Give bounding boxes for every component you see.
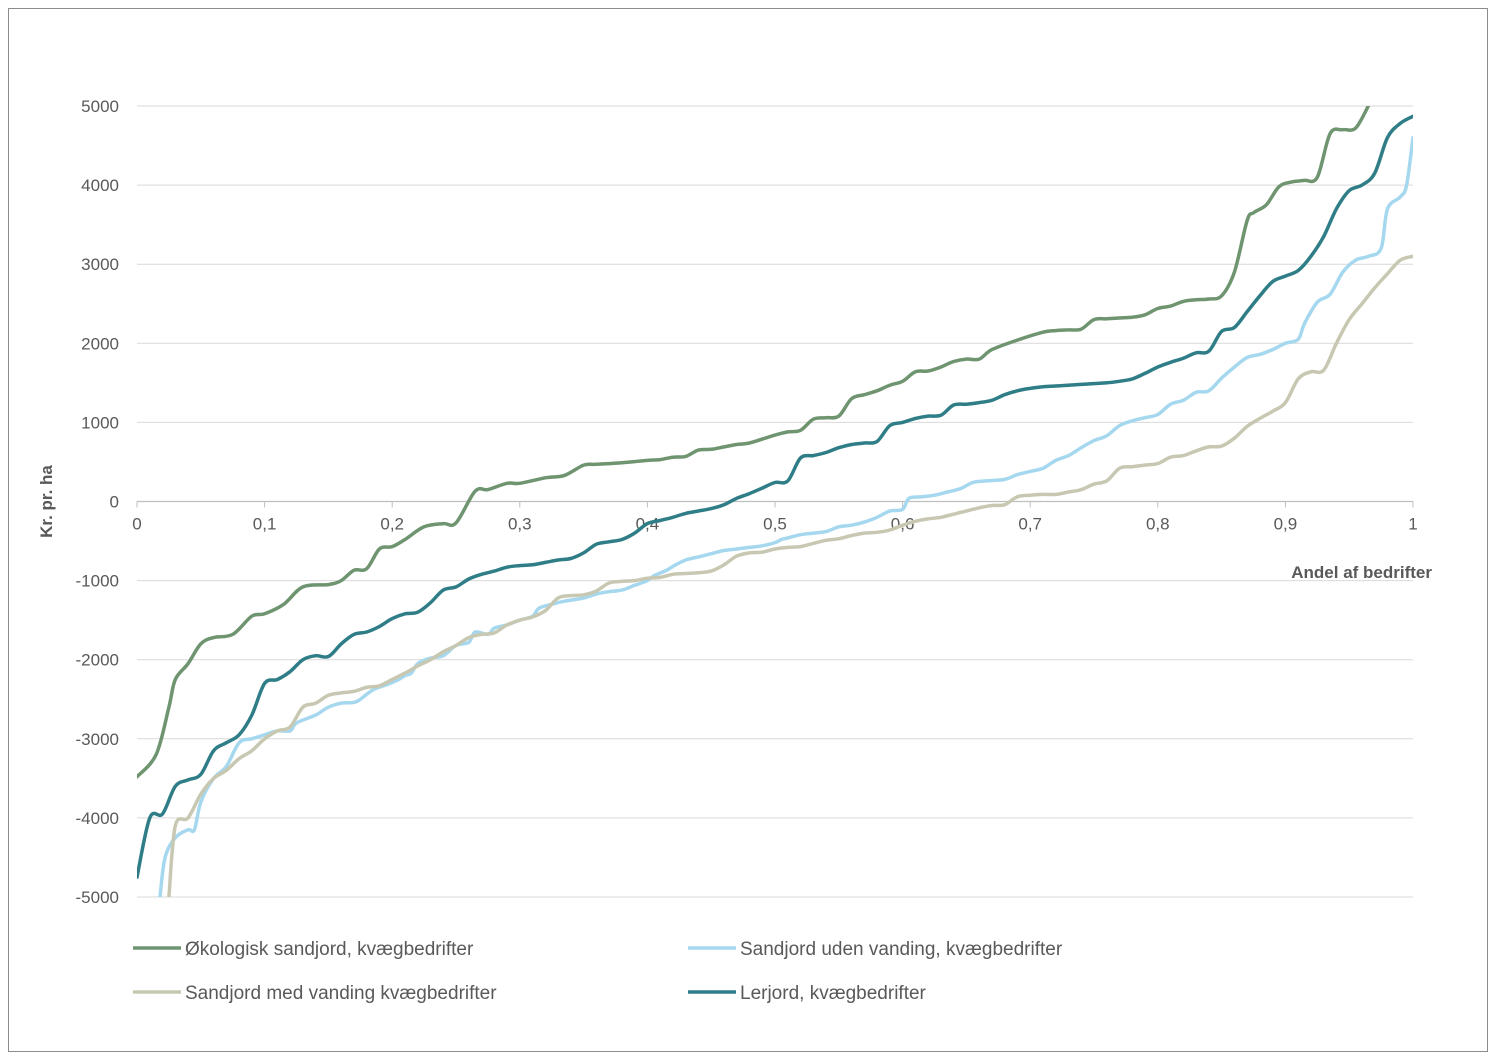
x-axis-title: Andel af bedrifter	[1291, 563, 1432, 582]
legend: Økologisk sandjord, kvægbedrifter Sandjor…	[133, 939, 1063, 1004]
x-tick-label: 0,8	[1146, 515, 1170, 534]
y-axis-title: Kr. pr. ha	[37, 465, 56, 538]
gridlines	[137, 105, 1413, 898]
x-tick-label: 0,7	[1018, 515, 1042, 534]
series-line-0	[137, 106, 1371, 779]
y-tick-label: 5000	[81, 97, 119, 116]
legend-label-0: Økologisk sandjord, kvægbedrifter	[185, 939, 474, 960]
y-tick-label: -1000	[76, 572, 119, 591]
legend-label-1: Sandjord uden vanding, kvægbedrifter	[740, 939, 1063, 960]
series-line-2	[167, 254, 1413, 897]
x-tick-label: 0,5	[763, 515, 787, 534]
x-tick-label: 0	[132, 515, 141, 534]
x-tick-label: 0,2	[380, 515, 404, 534]
y-tick-label: -4000	[76, 809, 119, 828]
y-tick-label: 4000	[81, 176, 119, 195]
y-tick-label: -3000	[76, 730, 119, 749]
x-tick-label: 0,1	[253, 515, 277, 534]
legend-label-2: Sandjord med vanding kvægbedrifter	[185, 983, 497, 1004]
x-tick-label: 1	[1408, 515, 1417, 534]
x-tick-label: 0,3	[508, 515, 532, 534]
legend-label-3: Lerjord, kvægbedrifter	[740, 983, 927, 1004]
x-axis-ticks: 0 0,1 0,2 0,3 0,4 0,5 0,6 0,7 0,8 0,9 1	[132, 501, 1418, 534]
chart-frame	[8, 8, 1488, 1052]
series-line-1	[158, 135, 1413, 897]
y-tick-label: -2000	[76, 651, 119, 670]
y-axis-ticks: 5000 4000 3000 2000 1000 0 -1000 -2000 -3000 -400…	[76, 97, 119, 907]
series-lines	[137, 106, 1413, 897]
y-tick-label: 2000	[81, 334, 119, 353]
y-tick-label: 1000	[81, 413, 119, 432]
y-tick-label: 3000	[81, 255, 119, 274]
y-tick-label: 0	[110, 493, 119, 512]
series-line-3	[137, 114, 1413, 879]
x-tick-label: 0,9	[1274, 515, 1298, 534]
y-tick-label: -5000	[76, 888, 119, 907]
